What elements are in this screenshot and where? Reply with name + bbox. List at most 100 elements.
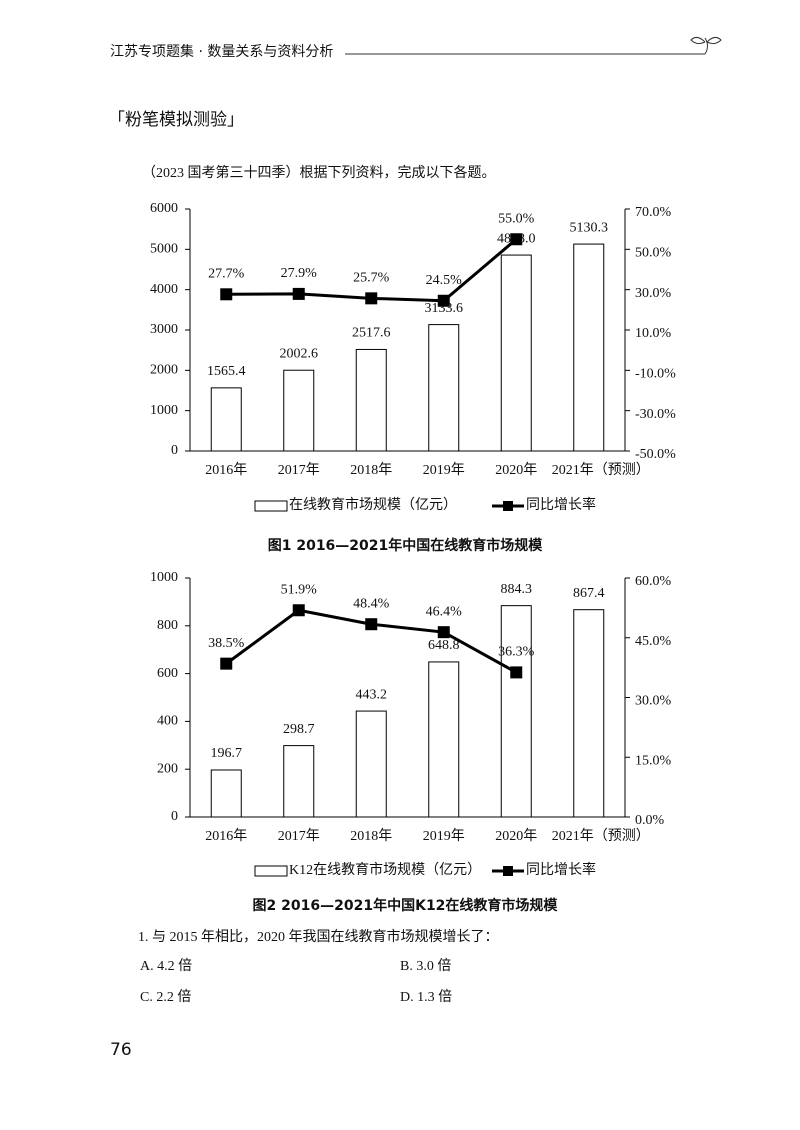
bar-value-label: 2517.6 xyxy=(352,326,391,341)
line-marker xyxy=(437,294,450,307)
x-tick-label: 2018年 xyxy=(350,462,392,478)
bar-value-label: 1565.4 xyxy=(207,364,246,379)
bar-value-label: 298.7 xyxy=(283,722,315,737)
option: D. 1.3 倍 xyxy=(400,989,452,1005)
bar xyxy=(428,324,460,452)
bar xyxy=(428,661,460,818)
y-tick-label: 800 xyxy=(157,618,178,633)
bar xyxy=(355,710,387,818)
bar-value-label: 443.2 xyxy=(356,687,388,702)
x-tick-label: 2020年 xyxy=(495,828,537,844)
line-marker xyxy=(220,657,233,670)
x-tick-label: 2016年 xyxy=(205,462,247,478)
y-tick-label: 3000 xyxy=(150,322,178,337)
y-tick-label: 5000 xyxy=(150,242,178,257)
header-title: 江苏专项题集 · 数量关系与资料分析 xyxy=(110,43,333,60)
legend-label: 同比增长率 xyxy=(526,861,596,878)
line-marker xyxy=(292,287,305,300)
question-stem: 1. 与 2015 年相比，2020 年我国在线教育市场规模增长了： xyxy=(138,928,499,945)
y2-tick-label: 15.0% xyxy=(635,753,672,768)
y-tick-label: 6000 xyxy=(150,201,178,216)
y2-tick-label: 45.0% xyxy=(635,634,672,649)
line-value-label: 51.9% xyxy=(281,582,318,597)
legend-swatch xyxy=(254,500,288,512)
legend-label: 同比增长率 xyxy=(526,496,596,513)
x-tick-label: 2019年 xyxy=(423,462,465,478)
y2-tick-label: -10.0% xyxy=(635,367,676,382)
y-tick-label: 1000 xyxy=(150,570,178,585)
line-value-label: 48.4% xyxy=(353,596,390,611)
bar xyxy=(573,609,605,818)
line-value-label: 36.3% xyxy=(498,645,535,660)
bar-value-label: 3133.6 xyxy=(425,301,464,316)
line-value-label: 24.5% xyxy=(426,273,463,288)
y2-tick-label: -30.0% xyxy=(635,407,676,422)
bar-value-label: 2002.6 xyxy=(280,346,319,361)
option: B. 3.0 倍 xyxy=(400,958,451,974)
line-value-label: 55.0% xyxy=(498,211,535,226)
y2-tick-label: 30.0% xyxy=(635,694,672,709)
line-marker xyxy=(365,618,378,631)
line-marker xyxy=(510,233,523,246)
bar xyxy=(573,243,605,452)
section-title: 「粉笔模拟测验」 xyxy=(108,110,244,130)
x-tick-label: 2019年 xyxy=(423,828,465,844)
chart-title: 图1 2016—2021年中国在线教育市场规模 xyxy=(268,537,544,554)
bar xyxy=(283,745,315,818)
line-marker xyxy=(292,604,305,617)
y-tick-label: 600 xyxy=(157,666,178,681)
y2-tick-label: 30.0% xyxy=(635,286,672,301)
bar xyxy=(500,605,532,818)
x-tick-label: 2018年 xyxy=(350,828,392,844)
line-value-label: 25.7% xyxy=(353,271,390,286)
bar xyxy=(355,348,387,452)
line-marker xyxy=(220,288,233,301)
y2-tick-label: 70.0% xyxy=(635,205,672,220)
line-marker xyxy=(365,292,378,305)
x-tick-label: 2020年 xyxy=(495,462,537,478)
bar xyxy=(210,387,242,452)
line-value-label: 38.5% xyxy=(208,636,245,651)
y2-tick-label: 0.0% xyxy=(635,813,665,828)
line-value-label: 46.4% xyxy=(426,604,463,619)
y-tick-label: 2000 xyxy=(150,363,178,378)
bar-value-label: 196.7 xyxy=(211,746,243,761)
x-tick-label: 2016年 xyxy=(205,828,247,844)
bar xyxy=(210,769,242,818)
option: A. 4.2 倍 xyxy=(140,958,192,974)
option: C. 2.2 倍 xyxy=(140,989,191,1005)
legend-swatch xyxy=(254,865,288,877)
y-tick-label: 200 xyxy=(157,761,178,776)
x-tick-label: 2017年 xyxy=(278,462,320,478)
page-number: 76 xyxy=(110,1040,132,1060)
bar-value-label: 867.4 xyxy=(573,586,605,601)
y-tick-label: 400 xyxy=(157,714,178,729)
sprout-icon xyxy=(690,36,722,55)
bar-value-label: 5130.3 xyxy=(570,220,609,235)
x-tick-label: 2021年（预测） xyxy=(552,828,650,844)
line-value-label: 27.7% xyxy=(208,267,245,282)
intro: （2023 国考第三十四季）根据下列资料，完成以下各题。 xyxy=(142,164,496,181)
chart-title: 图2 2016—2021年中国K12在线教育市场规模 xyxy=(253,897,559,914)
line-value-label: 27.9% xyxy=(281,266,318,281)
legend-label: K12在线教育市场规模（亿元） xyxy=(289,861,481,878)
y-tick-label: 0 xyxy=(171,809,178,824)
x-tick-label: 2017年 xyxy=(278,828,320,844)
y-tick-label: 4000 xyxy=(150,282,178,297)
legend-swatch xyxy=(503,501,513,511)
y2-tick-label: -50.0% xyxy=(635,447,676,462)
line-marker xyxy=(437,626,450,639)
y2-tick-label: 60.0% xyxy=(635,574,672,589)
bar-value-label: 648.8 xyxy=(428,638,460,653)
y-tick-label: 0 xyxy=(171,443,178,458)
y2-tick-label: 10.0% xyxy=(635,326,672,341)
bar xyxy=(283,369,315,452)
line-marker xyxy=(510,666,523,679)
legend-swatch xyxy=(503,866,513,876)
x-tick-label: 2021年（预测） xyxy=(552,462,650,478)
bar xyxy=(500,254,532,452)
legend-label: 在线教育市场规模（亿元） xyxy=(289,496,457,513)
y2-tick-label: 50.0% xyxy=(635,246,672,261)
y-tick-label: 1000 xyxy=(150,403,178,418)
